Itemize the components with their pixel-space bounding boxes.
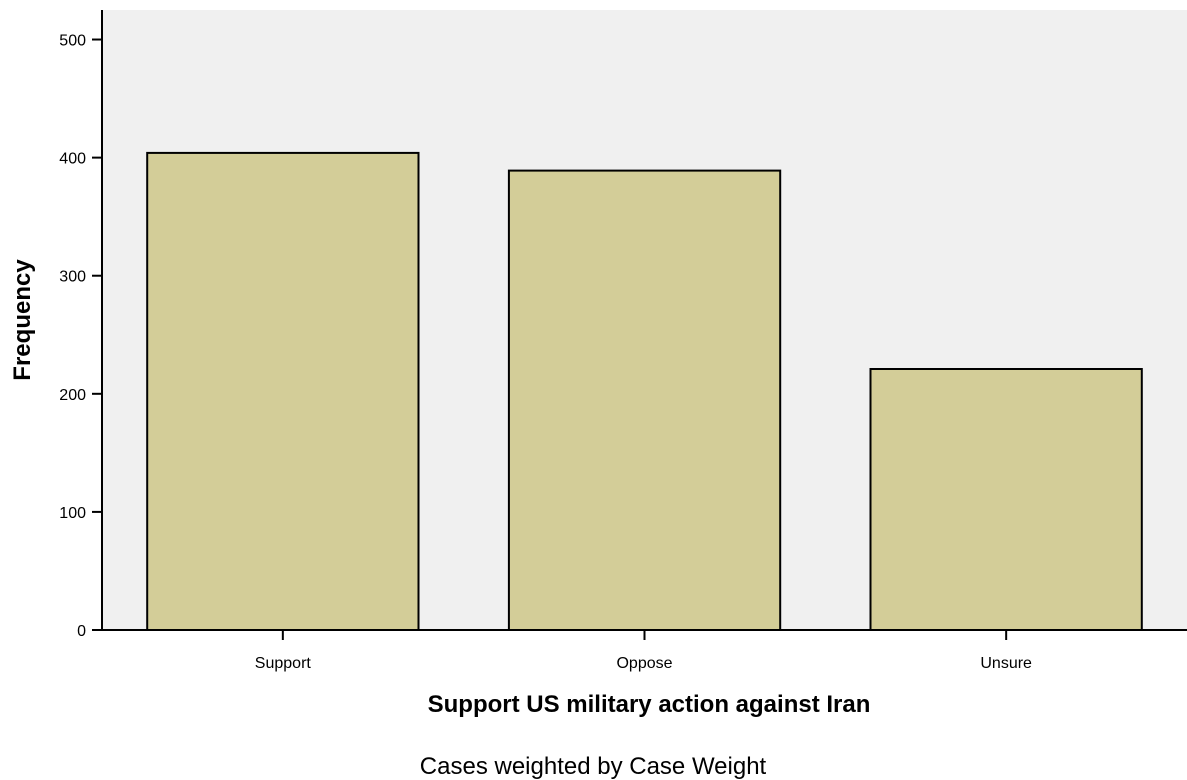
y-axis-title: Frequency [9, 259, 36, 381]
x-tick-label: Oppose [616, 655, 672, 672]
x-tick-label: Unsure [980, 655, 1032, 672]
y-tick-label: 100 [59, 505, 86, 522]
bars-group [146, 151, 1143, 631]
footnote: Cases weighted by Case Weight [420, 753, 767, 780]
bar-support [146, 151, 420, 631]
y-tick-label: 200 [59, 387, 86, 404]
x-tick-label: Support [255, 655, 312, 672]
y-tick-label: 500 [59, 33, 86, 50]
x-axis-title: Support US military action against Iran [428, 691, 871, 718]
y-tick-label: 400 [59, 151, 86, 168]
bar-unsure [869, 368, 1143, 631]
y-tick-label: 300 [59, 269, 86, 286]
y-axis: 0 100 200 300 400 500 [59, 10, 103, 640]
y-tick-label: 0 [77, 623, 86, 640]
x-axis: Support Oppose Unsure [92, 629, 1187, 672]
bar-oppose [507, 169, 782, 631]
